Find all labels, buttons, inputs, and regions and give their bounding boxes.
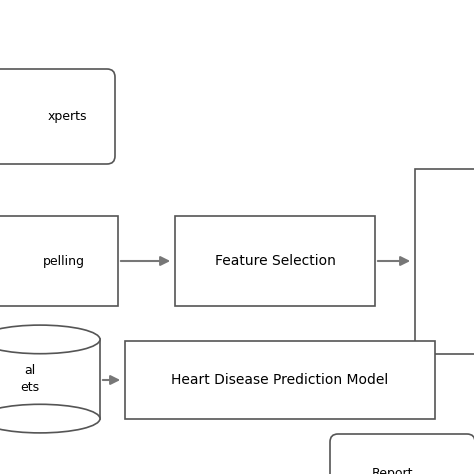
- Text: Heart Disease Prediction Model: Heart Disease Prediction Model: [172, 373, 389, 387]
- Bar: [415, 169, 474, 354]
- Text: al
ets: al ets: [20, 364, 39, 394]
- Text: Report: Report: [372, 467, 413, 474]
- Text: xperts: xperts: [48, 110, 87, 123]
- Bar: [0, 339, 100, 419]
- Text: Feature Selection: Feature Selection: [215, 254, 336, 268]
- Ellipse shape: [0, 404, 100, 433]
- FancyBboxPatch shape: [330, 434, 474, 474]
- Bar: [175, 216, 375, 306]
- Bar: [0, 216, 118, 306]
- Bar: [125, 341, 435, 419]
- FancyBboxPatch shape: [0, 69, 115, 164]
- Text: pelling: pelling: [43, 255, 85, 267]
- Ellipse shape: [0, 325, 100, 354]
